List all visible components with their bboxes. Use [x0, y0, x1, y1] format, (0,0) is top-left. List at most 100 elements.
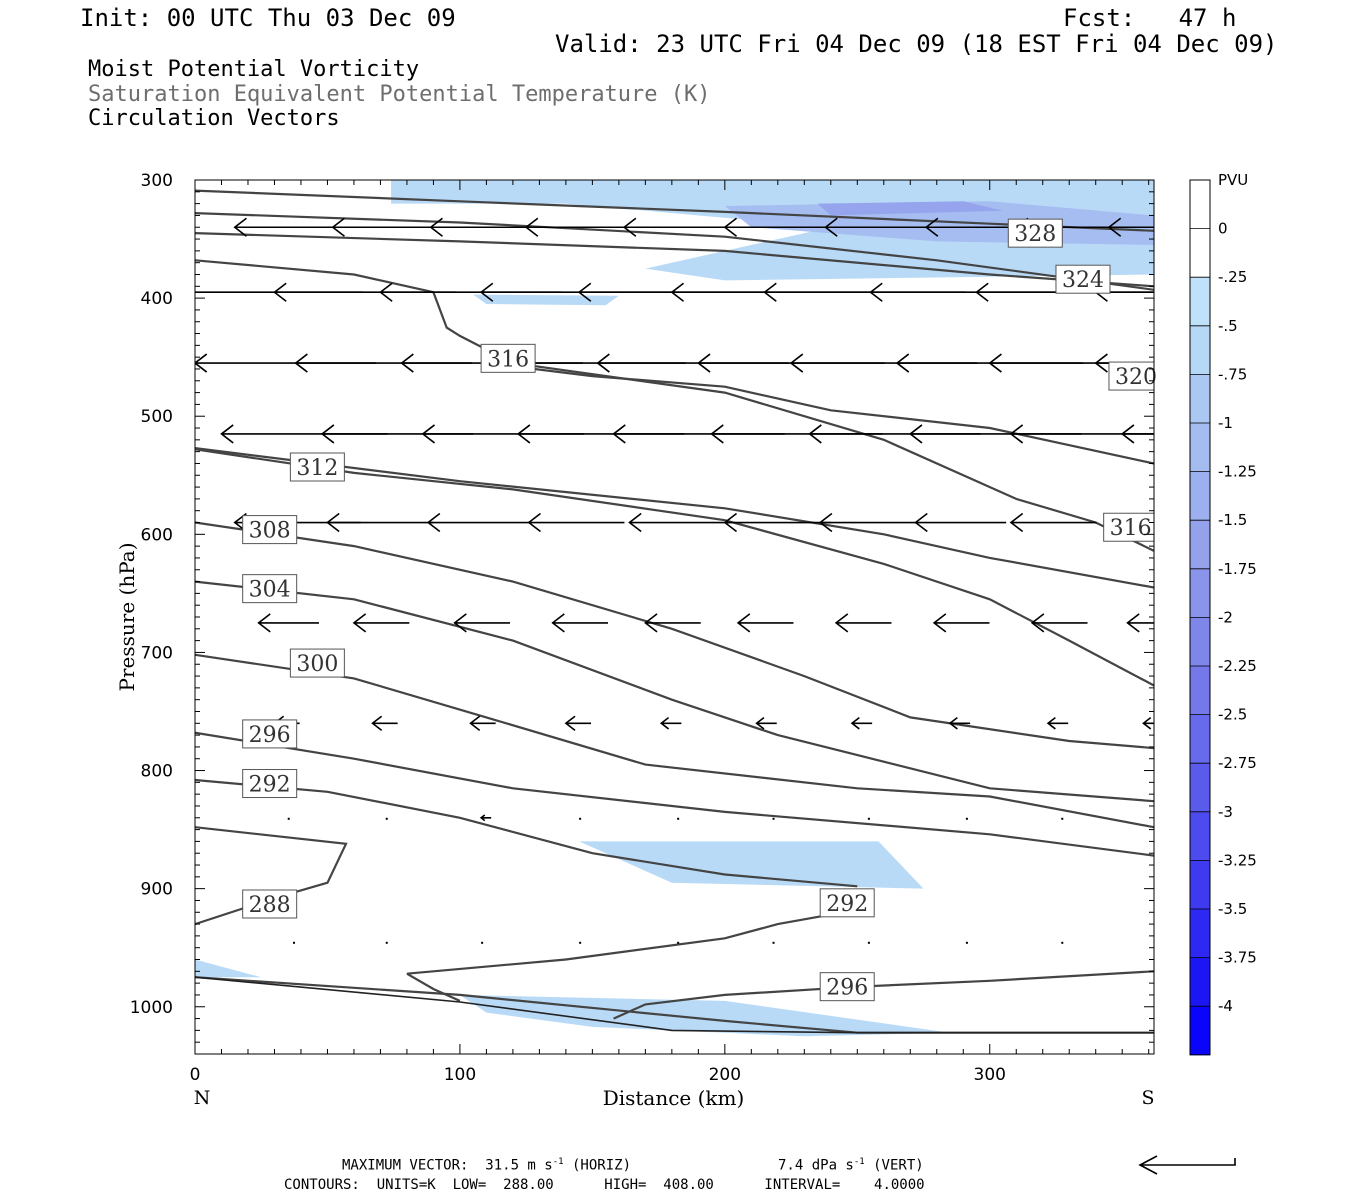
contour-label-box-316-5	[1103, 512, 1154, 542]
contour-label-288-12: 288	[249, 893, 291, 918]
plot-frame	[194, 179, 1155, 1055]
max-vector-horiz: MAXIMUM VECTOR: 31.5 m s-1 (HORIZ)	[342, 1157, 631, 1174]
plot-area	[195, 180, 1154, 1037]
theta-contour-292-13	[406, 913, 831, 975]
contour-label-box-320-3	[1108, 361, 1154, 391]
contour-label-box-292-11	[242, 769, 298, 799]
contour-label-316-5: 316	[1110, 516, 1152, 541]
vector-arrow-4-6	[818, 512, 916, 533]
vector-arrow-5-9	[1126, 613, 1154, 633]
colorbar-cell-12	[1190, 763, 1210, 813]
colorbar-cell-0	[1190, 180, 1210, 230]
x-tick-label-200: 200	[709, 1065, 741, 1085]
vector-arrow-5-8	[1030, 613, 1088, 633]
vector-arrow-4-2	[426, 512, 529, 533]
y-axis-title: Pressure (hPa)	[115, 543, 139, 692]
vector-dot-7-0	[287, 817, 290, 820]
vector-arrow-5-7	[932, 613, 990, 633]
title-theta-es: Saturation Equivalent Potential Temperat…	[88, 82, 711, 107]
y-tick-label-500: 500	[141, 407, 173, 427]
colorbar-cell-13	[1190, 811, 1210, 861]
pv-shade-6	[459, 994, 951, 1037]
x-tick-label-0: 0	[190, 1065, 201, 1085]
contour-label-292-13: 292	[826, 892, 868, 917]
vector-arrow-5-2	[453, 613, 510, 633]
colorbar-label-12: -3	[1218, 803, 1233, 821]
vector-dot-8-8	[1061, 941, 1064, 944]
vector-dot-8-5	[772, 941, 775, 944]
title-pv: Moist Potential Vorticity	[88, 57, 420, 82]
theta-contour-292-11	[195, 778, 858, 888]
y-tick-label-1000: 1000	[130, 998, 173, 1018]
y-tick-label-300: 300	[141, 171, 173, 191]
vector-arrow-7-2	[479, 814, 492, 822]
vector-arrow-5-1	[352, 613, 410, 633]
vector-arrow-6-4	[659, 717, 682, 730]
vector-dot-7-3	[579, 817, 582, 820]
colorbar-label-13: -3.25	[1218, 851, 1257, 869]
contour-label-292-11: 292	[249, 773, 291, 798]
vector-dot-7-4	[677, 817, 680, 820]
init-time: Init: 00 UTC Thu 03 Dec 09	[80, 4, 456, 32]
vector-arrow-6-2	[469, 715, 496, 731]
colorbar-cell-11	[1190, 714, 1210, 764]
pv-shade-3	[473, 294, 619, 306]
vector-arrow-6-3	[564, 715, 592, 731]
theta-contour-300-9	[195, 653, 1154, 829]
vector-arrow-6-6	[850, 717, 873, 730]
theta-contour-324-1	[195, 212, 1154, 291]
y-tick-label-600: 600	[141, 525, 173, 545]
contour-label-box-300-9	[289, 648, 345, 678]
vector-arrow-5-6	[834, 613, 892, 633]
contour-label-296-10: 296	[249, 723, 291, 748]
theta-contour-316-4	[486, 362, 1154, 465]
colorbar-label-7: -1.75	[1218, 560, 1257, 578]
max-vector-vert: 7.4 dPa s-1 (VERT)	[778, 1157, 924, 1174]
vector-dot-7-1	[385, 817, 388, 820]
contour-label-box-296-15	[819, 972, 875, 1002]
colorbar-cell-8	[1190, 568, 1210, 618]
contour-label-box-296-10	[242, 719, 298, 749]
theta-contour-312-6	[195, 448, 1154, 687]
x-end-label-north: N	[194, 1087, 211, 1109]
forecast-hour: Fcst: 47 h	[1063, 4, 1237, 32]
contour-label-box-324-1	[1055, 264, 1111, 294]
vector-dot-7-5	[772, 817, 775, 820]
x-tick-label-100: 100	[444, 1065, 476, 1085]
colorbar-cell-9	[1190, 617, 1210, 667]
pv-shade-4	[579, 841, 924, 889]
colorbar-label-15: -3.75	[1218, 949, 1257, 967]
reference-vector-arrow	[1138, 1155, 1236, 1175]
x-axis-title: Distance (km)	[603, 1086, 745, 1110]
theta-contour-304-8	[195, 580, 1154, 803]
vector-arrow-4-1	[326, 512, 434, 533]
vector-arrow-4-4	[628, 512, 731, 533]
colorbar-label-16: -4	[1218, 997, 1233, 1015]
contour-info: CONTOURS: UNITS=K LOW= 288.00 HIGH= 408.…	[284, 1177, 925, 1193]
vector-arrow-6-1	[371, 715, 398, 731]
colorbar-label-9: -2.25	[1218, 657, 1257, 675]
vector-arrow-3-8	[1009, 424, 1154, 444]
theta-contour-324-2	[195, 232, 1154, 288]
theta-contour-296-10	[195, 731, 1154, 857]
vector-arrow-6-7	[948, 717, 971, 730]
colorbar-cell-17	[1190, 1006, 1210, 1056]
x-end-label-south: S	[1141, 1087, 1154, 1109]
pv-shade-5	[195, 959, 262, 978]
vector-dot-8-2	[481, 941, 484, 944]
y-tick-label-400: 400	[141, 289, 173, 309]
colorbar-cell-4	[1190, 374, 1210, 424]
contour-label-box-292-13	[819, 888, 875, 918]
vector-arrow-4-5	[723, 512, 831, 533]
contour-label-312-6: 312	[296, 456, 338, 481]
colorbar-cell-5	[1190, 423, 1210, 473]
colorbar-cell-1	[1190, 228, 1210, 278]
vector-dot-8-0	[293, 941, 296, 944]
colorbar-cell-10	[1190, 666, 1210, 716]
vector-arrow-6-5	[755, 717, 777, 730]
vector-dot-7-7	[965, 817, 968, 820]
vector-arrow-0-9	[1107, 217, 1154, 237]
contour-label-box-312-6	[289, 452, 345, 482]
colorbar-label-11: -2.75	[1218, 754, 1257, 772]
